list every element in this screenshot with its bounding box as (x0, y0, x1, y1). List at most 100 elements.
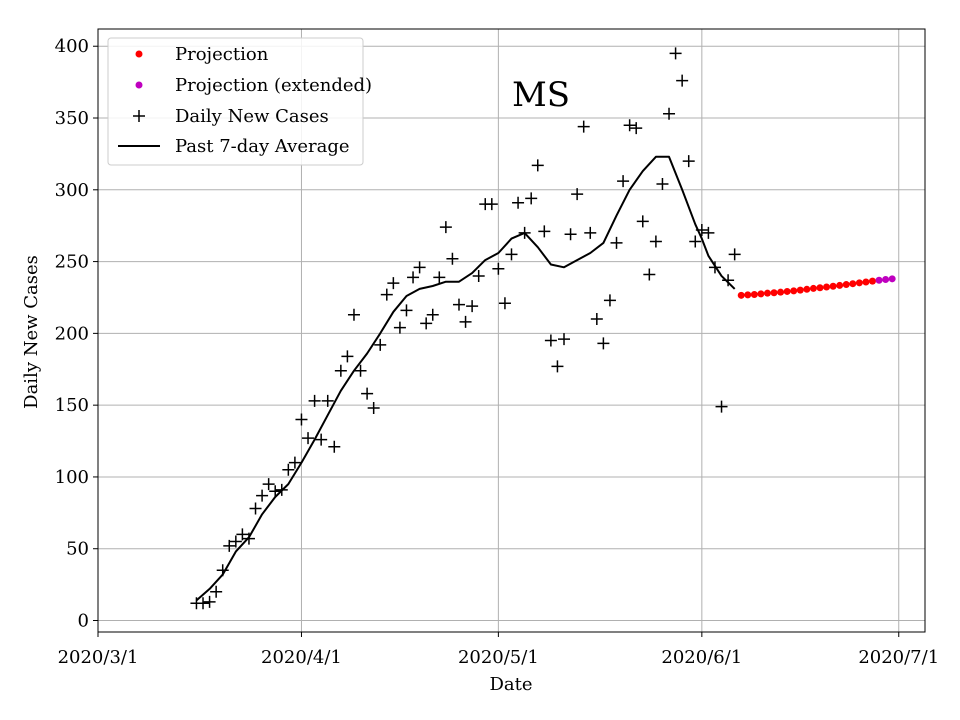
daily-case-marker (407, 271, 420, 284)
projection-point (849, 280, 857, 288)
daily-case-marker (663, 107, 676, 120)
daily-case-marker (361, 387, 374, 400)
legend-dot-icon (135, 50, 143, 58)
daily-case-marker (689, 235, 702, 248)
projection-point (809, 284, 817, 292)
projection-point (823, 283, 831, 291)
legend-entry: Projection (extended) (135, 75, 372, 96)
daily-case-marker (288, 456, 301, 469)
daily-case-marker (347, 308, 360, 321)
daily-case-marker (236, 528, 249, 541)
projection-point (777, 288, 785, 296)
daily-case-marker (367, 402, 380, 415)
daily-case-marker (564, 228, 577, 241)
daily-case-marker (210, 585, 223, 598)
projection-point (855, 279, 863, 287)
projection-point (829, 282, 837, 290)
daily-case-marker (590, 313, 603, 326)
projection-point (816, 284, 824, 292)
x-axis-label: Date (489, 674, 532, 695)
x-tick-label: 2020/5/1 (458, 647, 539, 668)
daily-case-marker (354, 364, 367, 377)
x-tick-label: 2020/4/1 (261, 647, 342, 668)
legend-entry: Past 7-day Average (118, 136, 350, 157)
projection-point (783, 287, 791, 295)
daily-case-marker (262, 478, 275, 491)
daily-case-marker (223, 539, 236, 552)
daily-case-marker (249, 502, 262, 515)
plot-frame (97, 28, 926, 633)
legend-label: Daily New Cases (175, 106, 329, 127)
projection-series (737, 277, 876, 299)
daily-case-marker (302, 432, 315, 445)
daily-case-marker (413, 261, 426, 274)
daily-case-marker (512, 196, 525, 209)
daily-case-marker (328, 440, 341, 453)
daily-case-marker (295, 413, 308, 426)
projection-point (744, 291, 752, 299)
legend-dot-icon (135, 81, 143, 89)
daily-case-marker (334, 364, 347, 377)
daily-case-marker (676, 74, 689, 87)
y-tick-label: 50 (66, 539, 89, 560)
daily-case-marker (702, 226, 715, 239)
daily-case-marker (341, 350, 354, 363)
daily-case-marker (597, 337, 610, 350)
daily-case-marker (571, 188, 584, 201)
y-tick-label: 200 (55, 323, 89, 344)
daily-case-marker (610, 236, 623, 249)
daily-case-marker (617, 175, 630, 188)
daily-case-marker (531, 159, 544, 172)
daily-case-marker (649, 235, 662, 248)
x-tick-label: 2020/3/1 (58, 647, 139, 668)
projection-point (763, 289, 771, 297)
daily-case-marker (256, 489, 269, 502)
projection-point (862, 278, 870, 286)
daily-case-marker (558, 333, 571, 346)
daily-case-marker (505, 248, 518, 261)
legend: Projection Projection (extended) Daily New… (107, 37, 372, 166)
daily-case-marker (551, 360, 564, 373)
daily-case-marker (315, 433, 328, 446)
daily-case-marker (636, 215, 649, 228)
projection-point (737, 291, 745, 299)
daily-case-marker (682, 155, 695, 168)
daily-case-marker (446, 252, 459, 265)
daily-case-marker (584, 226, 597, 239)
projection-point (842, 281, 850, 289)
daily-case-marker (433, 271, 446, 284)
daily-case-marker (321, 394, 334, 407)
daily-case-marker (308, 394, 321, 407)
daily-case-marker (544, 334, 557, 347)
daily-case-marker (643, 268, 656, 281)
series-layer (190, 47, 896, 610)
x-tick-label: 2020/6/1 (661, 647, 742, 668)
projection-point (757, 290, 765, 298)
daily-case-marker (393, 321, 406, 334)
legend-entry: Projection (135, 44, 269, 65)
projection-point (888, 275, 896, 283)
daily-case-marker (466, 300, 479, 313)
y-tick-label: 350 (55, 108, 89, 129)
daily-case-marker (669, 47, 682, 60)
y-tick-label: 100 (55, 467, 89, 488)
grid (97, 29, 925, 632)
average-line (195, 155, 736, 602)
past-7-day-average-series (195, 155, 736, 602)
daily-case-marker (452, 298, 465, 311)
daily-case-marker (498, 297, 511, 310)
legend-entry: Daily New Cases (133, 106, 329, 127)
chart-title: MS (512, 75, 570, 115)
daily-case-marker (728, 248, 741, 261)
projection-point (750, 290, 758, 298)
daily-case-marker (229, 535, 242, 548)
legend-label: Past 7-day Average (175, 136, 350, 157)
x-tick-label: 2020/7/1 (858, 647, 939, 668)
legend-label: Projection (175, 44, 269, 65)
projection-point (796, 286, 804, 294)
daily-case-marker (472, 269, 485, 282)
y-tick-label: 150 (55, 395, 89, 416)
daily-case-marker (492, 262, 505, 275)
y-tick-label: 300 (55, 180, 89, 201)
